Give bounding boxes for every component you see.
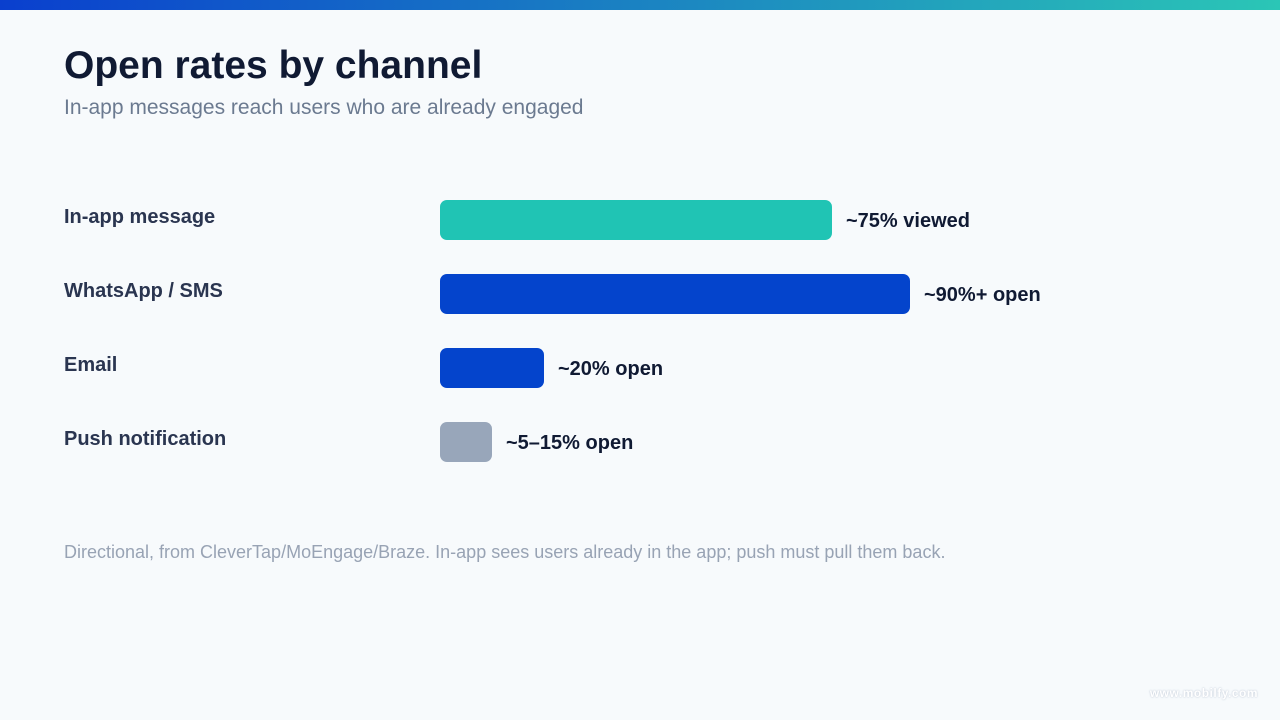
category-label: WhatsApp / SMS bbox=[64, 280, 223, 302]
bar bbox=[440, 274, 910, 314]
bar bbox=[440, 348, 544, 388]
category-label: Email bbox=[64, 354, 118, 376]
category-label: In-app message bbox=[64, 206, 216, 228]
footnote: Directional, from CleverTap/MoEngage/Bra… bbox=[64, 542, 946, 562]
bar bbox=[440, 200, 832, 240]
top-accent-bar bbox=[0, 0, 1280, 10]
bar bbox=[440, 422, 492, 462]
bar-value-label: ~20% open bbox=[558, 358, 664, 380]
category-label: Push notification bbox=[64, 428, 227, 450]
bar-value-label: ~90%+ open bbox=[924, 284, 1041, 306]
bar-value-label: ~75% viewed bbox=[846, 210, 970, 232]
page-subtitle: In-app messages reach users who are alre… bbox=[64, 96, 584, 119]
page-title: Open rates by channel bbox=[64, 44, 483, 87]
bar-value-label: ~5–15% open bbox=[506, 432, 634, 454]
watermark-logo: www.mobilfy.com bbox=[1149, 686, 1258, 700]
